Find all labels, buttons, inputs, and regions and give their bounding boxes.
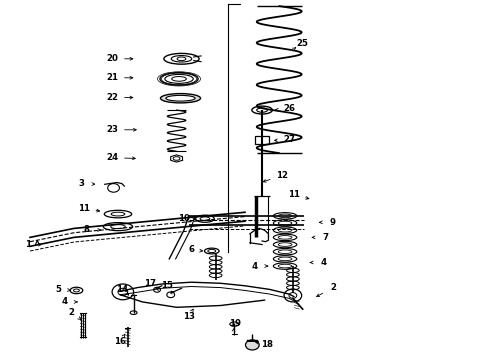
Text: 7: 7 bbox=[322, 233, 329, 242]
Text: 16: 16 bbox=[114, 337, 126, 346]
Text: 19: 19 bbox=[229, 319, 241, 328]
Text: 25: 25 bbox=[297, 39, 309, 48]
Text: 6: 6 bbox=[188, 246, 194, 255]
Text: 1: 1 bbox=[24, 240, 30, 249]
Text: 4: 4 bbox=[252, 262, 258, 271]
Text: 4: 4 bbox=[320, 258, 326, 267]
Text: 13: 13 bbox=[183, 312, 195, 321]
Text: 12: 12 bbox=[276, 171, 288, 180]
Text: 8: 8 bbox=[83, 225, 89, 234]
Text: 24: 24 bbox=[106, 153, 118, 162]
Text: 14: 14 bbox=[116, 285, 128, 294]
Text: 11: 11 bbox=[288, 190, 300, 199]
Text: 15: 15 bbox=[161, 281, 173, 290]
Text: 11: 11 bbox=[78, 204, 90, 213]
Ellipse shape bbox=[160, 94, 200, 103]
Text: 4: 4 bbox=[61, 297, 67, 306]
Ellipse shape bbox=[166, 95, 195, 101]
Text: 2: 2 bbox=[330, 283, 336, 292]
Text: 21: 21 bbox=[106, 73, 118, 82]
Text: 10: 10 bbox=[178, 214, 190, 223]
Text: 18: 18 bbox=[261, 340, 273, 349]
Text: 2: 2 bbox=[69, 308, 74, 317]
Bar bbox=[255, 136, 269, 144]
Text: 22: 22 bbox=[106, 93, 118, 102]
Text: 9: 9 bbox=[330, 218, 336, 227]
Text: 5: 5 bbox=[55, 285, 61, 294]
Text: 20: 20 bbox=[106, 54, 118, 63]
Circle shape bbox=[245, 340, 259, 350]
Text: 3: 3 bbox=[78, 179, 84, 188]
Text: 26: 26 bbox=[283, 104, 295, 113]
Text: 27: 27 bbox=[283, 135, 295, 144]
Text: 23: 23 bbox=[106, 125, 118, 134]
Text: 17: 17 bbox=[144, 279, 156, 288]
